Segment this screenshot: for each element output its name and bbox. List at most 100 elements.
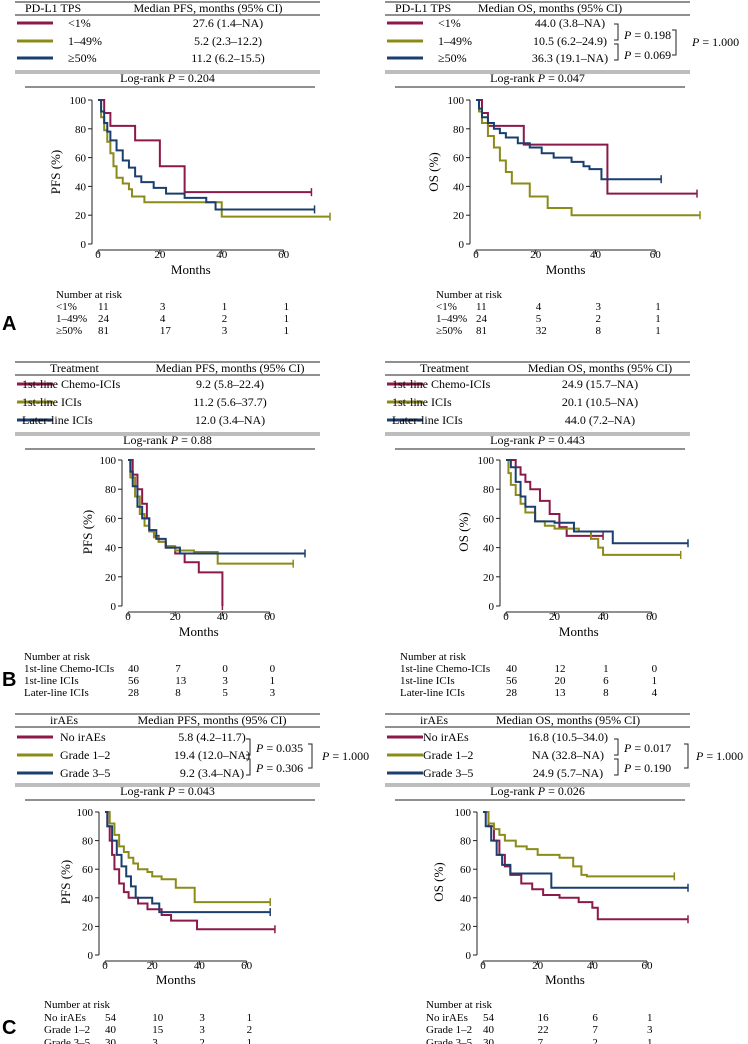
panel-c-left-group-label-0: No irAEs [60, 730, 106, 744]
panel-b-right-median-value-2: 44.0 (7.2–NA) [565, 413, 635, 427]
panel-c-left-x-tick-label-40: 40 [194, 960, 206, 972]
panel-c-right-y-tick-label-40: 40 [460, 893, 472, 905]
panel-b-right-risk-value-2-2: 8 [603, 687, 609, 699]
panel-c-left-y-tick-label-40: 40 [82, 893, 94, 905]
panel-b-left-risk-value-1-1: 13 [175, 675, 187, 687]
panel-a-right-table-bottom-band [385, 70, 690, 74]
panel-c-right-pvalue-13-part-0: P [695, 749, 704, 763]
panel-letter-C: C [2, 1017, 16, 1039]
panel-b-right-risk-value-2-3: 4 [652, 687, 658, 699]
panel-c-left-logrank-part-3: 0.043 [188, 784, 215, 798]
panel-c-right-bracket-12 [614, 738, 619, 756]
panel-b-left-risk-value-0-0: 40 [128, 663, 140, 675]
panel-b-right-y-tick-label-0: 0 [489, 601, 495, 613]
panel-a-left-x-axis-label: Months [171, 262, 211, 277]
panel-c-left-table-bottom-band [15, 783, 320, 787]
panel-c-right-median-value-1: NA (32.8–NA) [532, 748, 604, 762]
panel-a-right-logrank-part-3: 0.047 [558, 71, 585, 85]
panel-a-right-risk-value-0-2: 3 [595, 301, 601, 313]
panel-c-left-group-label-2: Grade 3–5 [60, 766, 110, 780]
panel-a-right-x-tick-label-0: 0 [473, 249, 479, 261]
panel-c-left-x-tick-label-60: 60 [241, 960, 253, 972]
panel-b-left-y-tick-label-100: 100 [100, 455, 117, 467]
panel-a-right-median-value-2: 36.3 (19.1–NA) [532, 51, 608, 65]
panel-a-right-y-tick-label-40: 40 [453, 181, 465, 193]
panel-a-right-risk-value-1-1: 5 [536, 313, 542, 325]
panel-b-right-risk-title: Number at risk [400, 651, 466, 663]
panel-c-left-logrank-part-1: P [167, 784, 176, 798]
panel-a-right-x-tick-label-40: 40 [590, 249, 602, 261]
panel-b-left-median-value-1: 11.2 (5.6–37.7) [193, 395, 267, 409]
panel-a-left-risk-value-1-2: 2 [222, 313, 228, 325]
panel-a-left-risk-title: Number at risk [56, 289, 122, 301]
panel-a-left-y-tick-label-0: 0 [81, 239, 87, 251]
panel-a-right-pvalue-13-part-0: P [691, 35, 700, 49]
panel-b-right-risk-value-0-0: 40 [506, 663, 518, 675]
panel-b-left-group-label-2: Later-line ICIs [22, 413, 93, 427]
panel-b-right-x-tick-label-60: 60 [646, 611, 658, 623]
panel-c-right-y-tick-label-0: 0 [466, 950, 472, 962]
panel-b-right-logrank: Log-rank P = 0.443 [490, 433, 585, 447]
panel-b-left-y-tick-label-60: 60 [105, 513, 117, 525]
panel-c-left-x-tick-label-20: 20 [147, 960, 159, 972]
panel-b-right-logrank-part-0: Log-rank [490, 433, 538, 447]
panel-c-right-risk-value-1-2: 7 [592, 1024, 598, 1036]
panel-c-left-risk-value-0-0: 54 [105, 1012, 117, 1024]
panel-a-left-risk-label-2: ≥50% [56, 325, 82, 337]
panel-c-right-pvalue-23: P = 0.190 [623, 761, 671, 775]
panel-c-left-curve-0 [105, 811, 275, 931]
panel-b-right-table-bottom-band [385, 432, 690, 436]
panel-a-right-x-axis-label: Months [546, 262, 586, 277]
panel-b-right-risk-value-2-0: 28 [506, 687, 518, 699]
panel-a-right-pvalue-13: P = 1.000 [691, 35, 739, 49]
panel-c-left-logrank: Log-rank P = 0.043 [120, 784, 215, 798]
panel-c-left-risk-value-2-0: 30 [105, 1037, 117, 1044]
panel-c-right-factor-header: irAEs [420, 713, 448, 727]
panel-c-left-risk-value-0-3: 1 [247, 1012, 253, 1024]
panel-a-right-risk-label-2: ≥50% [436, 325, 462, 337]
panel-b-left-logrank-part-2: = [178, 433, 191, 447]
panel-c-right-group-label-1: Grade 1–2 [423, 748, 473, 762]
panel-a-right-pvalue-13-part-2: 1.000 [712, 35, 739, 49]
panel-b-left-risk-value-0-2: 0 [222, 663, 228, 675]
panel-c-right-pvalue-12-part-0: P [623, 741, 632, 755]
panel-b-left-logrank-part-1: P [170, 433, 179, 447]
panel-b-right-group-label-0: 1st-line Chemo-ICIs [392, 377, 491, 391]
panel-b-right-median-value-0: 24.9 (15.7–NA) [562, 377, 638, 391]
panel-c-right-risk-title: Number at risk [426, 999, 492, 1011]
panel-a-right-logrank-part-2: = [545, 71, 558, 85]
panel-b-right-median-value-1: 20.1 (10.5–NA) [562, 395, 638, 409]
panel-c-right-logrank-part-1: P [537, 784, 546, 798]
panel-a-left-risk-value-0-1: 3 [160, 301, 166, 313]
panel-c-left-y-tick-label-60: 60 [82, 864, 94, 876]
panel-b-left-risk-value-2-0: 28 [128, 687, 140, 699]
panel-a-left-risk-value-1-1: 4 [160, 313, 166, 325]
panel-c-left-median-header: Median PFS, months (95% CI) [137, 713, 286, 727]
panel-c-right-logrank-part-2: = [545, 784, 558, 798]
panel-a-left-risk-value-0-3: 1 [284, 301, 290, 313]
panel-b-right-curve-0 [506, 459, 604, 537]
panel-a-right-risk-value-1-3: 1 [655, 313, 661, 325]
panel-b-right-y-tick-label-20: 20 [483, 572, 495, 584]
panel-b-right-curve-2 [506, 459, 688, 545]
panel-a-left-risk-value-1-0: 24 [98, 313, 110, 325]
panel-a-right-bracket-12 [614, 23, 619, 41]
panel-b-left-risk-value-1-0: 56 [128, 675, 140, 687]
panel-c-right-y-tick-label-20: 20 [460, 921, 472, 933]
panel-c-right-x-tick-label-20: 20 [532, 960, 544, 972]
panel-c-left-pvalue-23-part-0: P [255, 761, 264, 775]
panel-b-left-risk-value-0-1: 7 [175, 663, 181, 675]
panel-c-right-risk-value-0-0: 54 [483, 1012, 495, 1024]
panel-b-left-logrank: Log-rank P = 0.88 [123, 433, 212, 447]
panel-letter-B: B [2, 669, 16, 691]
panel-b-right-x-tick-label-20: 20 [549, 611, 561, 623]
panel-b-left-risk-value-1-2: 3 [222, 675, 228, 687]
panel-a-right-risk-value-2-1: 32 [536, 325, 547, 337]
panel-a-right-group-label-2: ≥50% [438, 51, 467, 65]
panel-c-right-median-value-2: 24.9 (5.7–NA) [533, 766, 603, 780]
panel-a-left-y-tick-label-100: 100 [70, 95, 87, 107]
panel-c-left-group-label-1: Grade 1–2 [60, 748, 110, 762]
panel-b-right-y-tick-label-40: 40 [483, 543, 495, 555]
panel-c-left-logrank-part-0: Log-rank [120, 784, 168, 798]
panel-c-left-median-value-0: 5.8 (4.2–11.7) [178, 730, 246, 744]
